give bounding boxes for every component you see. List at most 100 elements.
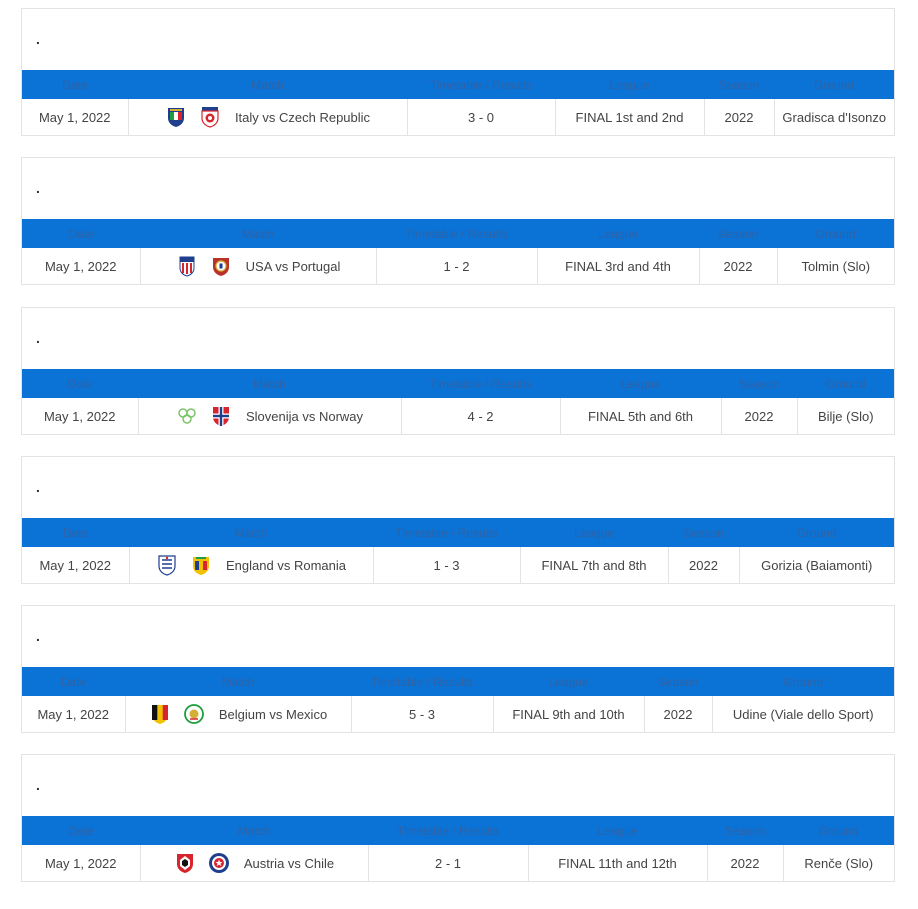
header-results: Timetable / Results	[401, 369, 560, 398]
cell-season: 2022	[704, 99, 775, 135]
header-season: Season	[704, 70, 774, 99]
england-crest-icon	[156, 554, 178, 576]
header-date: Date	[22, 518, 129, 547]
match-table: Date Match Timetable / Results League Se…	[22, 518, 894, 583]
portugal-crest-icon	[210, 255, 232, 277]
cell-date: May 1, 2022	[22, 845, 141, 881]
header-results: Timetable / Results	[351, 667, 493, 696]
header-season: Season	[721, 369, 797, 398]
austria-crest-icon	[174, 852, 196, 874]
cell-date: May 1, 2022	[22, 99, 129, 135]
match-label[interactable]: England vs Romania	[226, 557, 346, 573]
cell-match[interactable]: England vs Romania	[129, 547, 374, 583]
block-title: .	[36, 180, 40, 196]
block-title: .	[36, 777, 40, 793]
header-league: League	[520, 518, 668, 547]
match-label[interactable]: Austria vs Chile	[243, 855, 335, 871]
table-header-row: Date Match Timetable / Results League Se…	[22, 219, 894, 248]
table-header-row: Date Match Timetable / Results League Se…	[22, 369, 894, 398]
chile-crest-icon	[208, 852, 230, 874]
header-results: Timetable / Results	[368, 816, 528, 845]
table-row: May 1, 2022 Belgium vs Mexico 5 - 3 FINA…	[22, 696, 894, 732]
cell-result: 3 - 0	[407, 99, 556, 135]
cell-result: 1 - 2	[376, 248, 538, 284]
cell-league: FINAL 1st and 2nd	[555, 99, 705, 135]
cell-league: FINAL 11th and 12th	[528, 845, 708, 881]
header-season: Season	[668, 518, 739, 547]
table-header-row: Date Match Timetable / Results League Se…	[22, 667, 894, 696]
cell-ground: Bilje (Slo)	[817, 408, 874, 424]
cell-league: FINAL 3rd and 4th	[537, 248, 700, 284]
table-row: May 1, 2022 Austria vs Chile 2 - 1 FINAL…	[22, 845, 894, 881]
cell-date: May 1, 2022	[22, 696, 126, 732]
match-block: . Date Match Timetable / Results League …	[21, 307, 895, 435]
czech-crest-icon	[199, 106, 221, 128]
match-block: . Date Match Timetable / Results League …	[21, 754, 895, 882]
block-title: .	[36, 628, 40, 644]
cell-result: 2 - 1	[368, 845, 529, 881]
block-title: .	[36, 479, 40, 495]
cell-season: 2022	[721, 398, 798, 434]
match-block: . Date Match Timetable / Results League …	[21, 157, 895, 285]
cell-match[interactable]: USA vs Portugal	[140, 248, 377, 284]
cell-match[interactable]: Italy vs Czech Republic	[128, 99, 408, 135]
cell-league: FINAL 9th and 10th	[493, 696, 645, 732]
table-row: May 1, 2022 England vs Romania 1 - 3 FIN…	[22, 547, 894, 583]
cell-match[interactable]: Slovenija vs Norway	[138, 398, 402, 434]
header-match: Match	[138, 369, 401, 398]
header-date: Date	[22, 369, 138, 398]
match-table: Date Match Timetable / Results League Se…	[22, 219, 894, 284]
header-league: League	[555, 70, 704, 99]
cell-match[interactable]: Austria vs Chile	[140, 845, 369, 881]
table-header-row: Date Match Timetable / Results League Se…	[22, 816, 894, 845]
mexico-crest-icon	[183, 703, 205, 725]
match-label[interactable]: USA vs Portugal	[245, 258, 341, 274]
match-label[interactable]: Slovenija vs Norway	[245, 408, 364, 424]
cell-result: 1 - 3	[373, 547, 521, 583]
header-match: Match	[125, 667, 351, 696]
match-block: . Date Match Timetable / Results League …	[21, 8, 895, 136]
cell-date: May 1, 2022	[22, 248, 141, 284]
cell-ground: Udine (Viale dello Sport)	[732, 706, 874, 722]
cell-season: 2022	[668, 547, 740, 583]
header-match: Match	[129, 518, 373, 547]
cell-match[interactable]: Belgium vs Mexico	[125, 696, 352, 732]
belgium-crest-icon	[149, 703, 171, 725]
match-label[interactable]: Belgium vs Mexico	[218, 706, 328, 722]
match-table: Date Match Timetable / Results League Se…	[22, 70, 894, 135]
table-row: May 1, 2022 USA vs Portugal 1 - 2 FINAL …	[22, 248, 894, 284]
header-league: League	[493, 667, 644, 696]
cell-season: 2022	[699, 248, 778, 284]
cell-season: 2022	[707, 845, 784, 881]
header-ground: Ground	[783, 816, 894, 845]
block-title: .	[36, 31, 40, 47]
header-season: Season	[699, 219, 777, 248]
cell-date: May 1, 2022	[22, 547, 130, 583]
cell-result: 5 - 3	[351, 696, 494, 732]
header-league: League	[560, 369, 721, 398]
romania-crest-icon	[190, 554, 212, 576]
header-results: Timetable / Results	[373, 518, 520, 547]
cell-date: May 1, 2022	[22, 398, 139, 434]
header-date: Date	[22, 667, 125, 696]
header-match: Match	[128, 70, 407, 99]
match-table: Date Match Timetable / Results League Se…	[22, 816, 894, 881]
block-title: .	[36, 330, 40, 346]
cell-ground: Gorizia (Baiamonti)	[761, 557, 873, 573]
header-date: Date	[22, 219, 140, 248]
cell-result: 4 - 2	[401, 398, 561, 434]
table-row: May 1, 2022 Italy vs Czech Republic 3 - …	[22, 99, 894, 135]
header-ground: Ground	[712, 667, 894, 696]
header-results: Timetable / Results	[376, 219, 537, 248]
cell-ground: Gradisca d'Isonzo	[782, 109, 887, 125]
usa-crest-icon	[176, 255, 198, 277]
header-date: Date	[22, 70, 128, 99]
match-label[interactable]: Italy vs Czech Republic	[234, 109, 371, 125]
match-table: Date Match Timetable / Results League Se…	[22, 667, 894, 732]
header-league: League	[537, 219, 699, 248]
header-ground: Ground	[777, 219, 894, 248]
header-league: League	[528, 816, 707, 845]
match-block: . Date Match Timetable / Results League …	[21, 456, 895, 584]
table-row: May 1, 2022 Slovenija vs Norway 4 - 2 FI…	[22, 398, 894, 434]
